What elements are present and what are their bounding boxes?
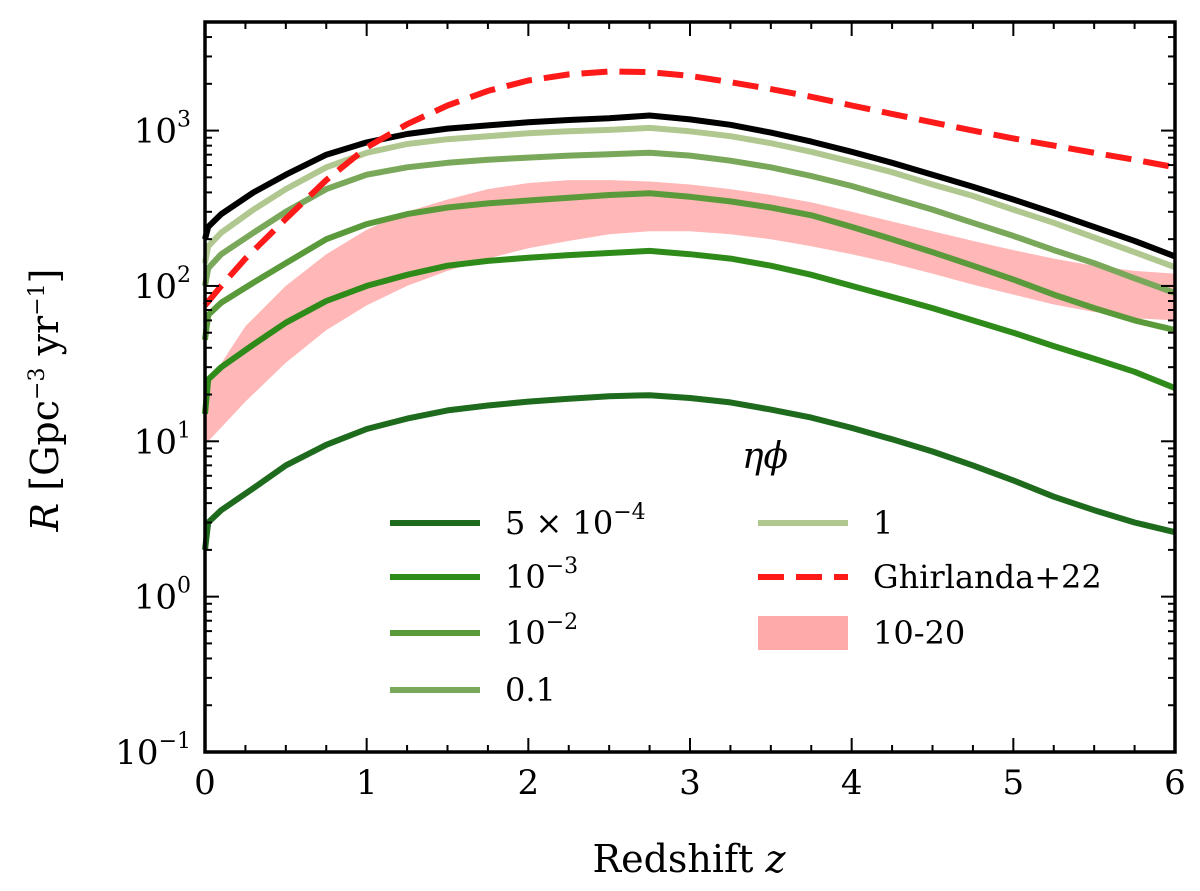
series-line-102: [202, 190, 1176, 341]
y-axis-label: R [Gpc−3 yr−1]: [23, 269, 67, 533]
series-line-103: [202, 247, 1177, 415]
x-tick-label: 3: [679, 763, 701, 803]
y-tick-label: 103: [134, 108, 191, 152]
series-line-1: [202, 124, 1177, 271]
legend-label-10-20: 10-20: [873, 614, 965, 652]
x-axis-label: Redshift z: [592, 837, 786, 881]
legend-title: ηϕ: [742, 436, 788, 477]
legend: ηϕ 5 × 10−4 10−3 10−2 0.1 1 Ghirlanda+22 10-20: [390, 436, 1102, 709]
x-tick-label: 2: [518, 763, 540, 803]
tick-layer: 0 1 2 3 4 5 6 10−1 100 101 102 103: [115, 21, 1186, 803]
series-line-total: [202, 112, 1177, 260]
series-line-ghirlanda+22: [202, 68, 1176, 308]
x-tick-label: 6: [1164, 763, 1186, 803]
series-line-5104: [202, 392, 1176, 551]
legend-label-102: 10−2: [505, 610, 578, 652]
x-tick-label: 0: [194, 763, 216, 803]
y-tick-label: 10−1: [115, 729, 191, 773]
x-tick-label: 5: [1003, 763, 1025, 803]
band-10-20: [205, 180, 1175, 445]
y-tick-label: 102: [134, 263, 191, 307]
x-tick-label: 4: [841, 763, 863, 803]
legend-label-1: 1: [873, 504, 893, 542]
band-layer: [205, 180, 1175, 445]
x-tick-label: 1: [356, 763, 378, 803]
y-tick-label: 101: [134, 418, 191, 462]
series-layer: [202, 68, 1177, 551]
y-tick-label: 100: [134, 574, 191, 618]
legend-label-103: 10−3: [505, 554, 578, 596]
legend-swatch-band: [758, 616, 848, 650]
legend-label-ghirlanda+22: Ghirlanda+22: [873, 558, 1102, 596]
legend-label-5104: 5 × 10−4: [505, 500, 646, 542]
legend-label-0.1: 0.1: [505, 671, 556, 709]
